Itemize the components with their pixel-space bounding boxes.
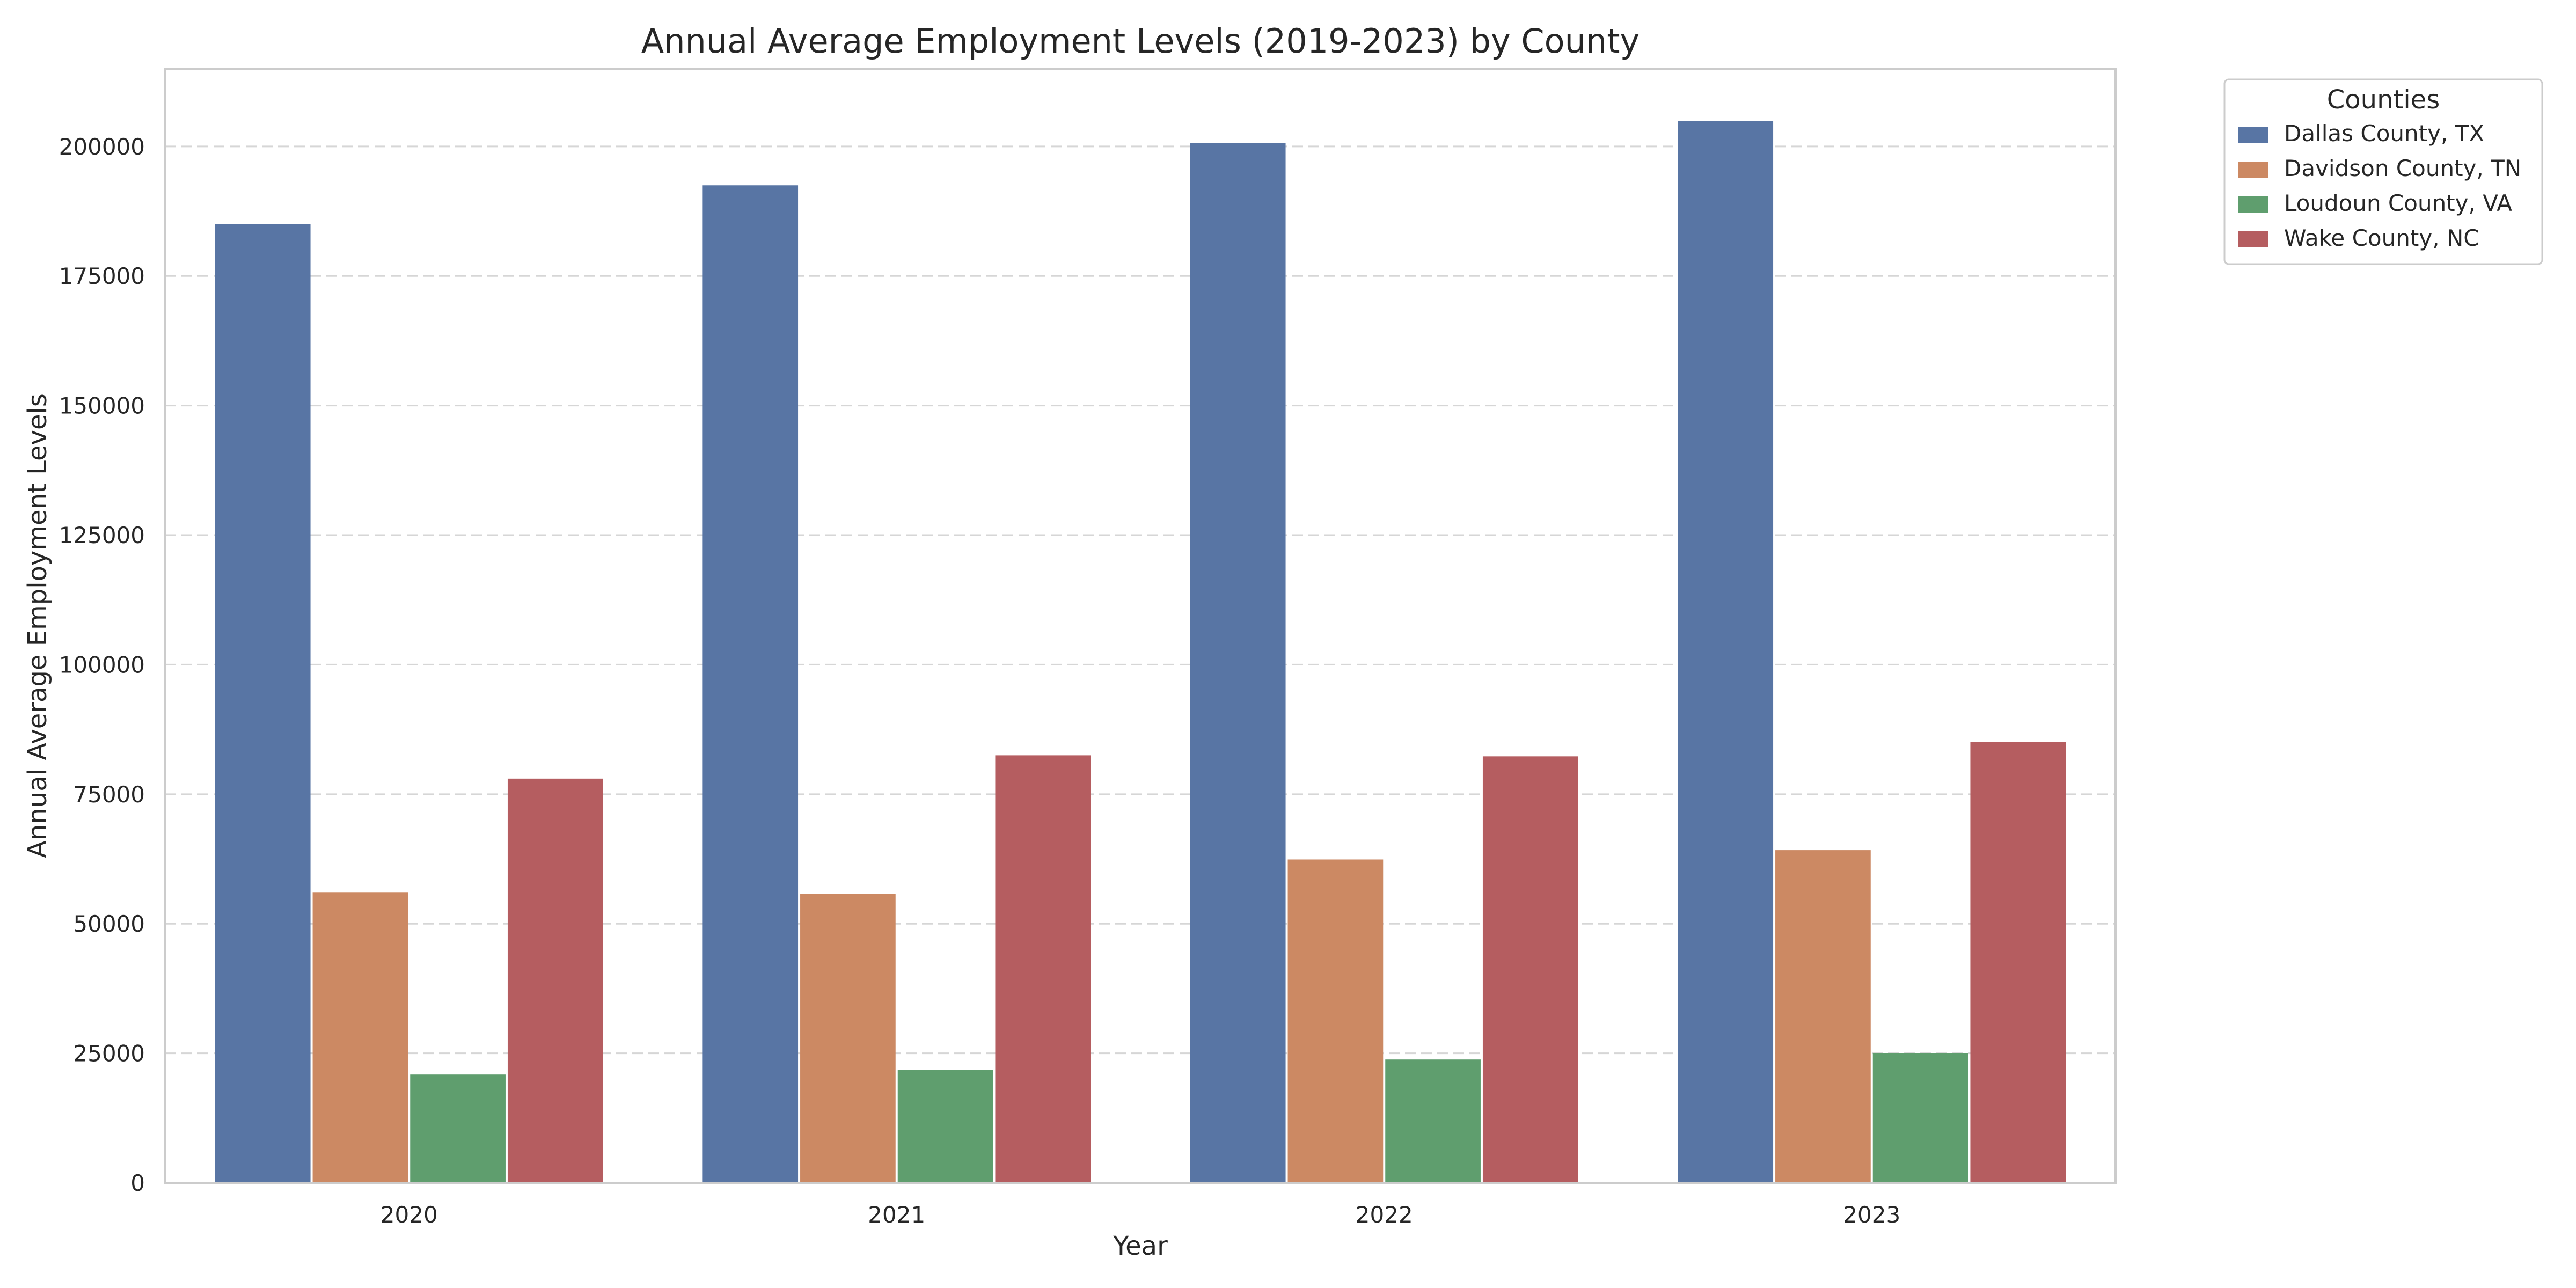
x-axis-ticks: 2020 2021 2022 2023 bbox=[380, 1202, 1900, 1228]
bar bbox=[800, 894, 896, 1183]
plot-frame bbox=[164, 68, 2117, 1184]
x-tick-label: 2020 bbox=[380, 1202, 438, 1228]
bar bbox=[215, 224, 311, 1183]
bar bbox=[1970, 742, 2066, 1183]
y-tick-label: 50000 bbox=[73, 911, 145, 937]
gridlines bbox=[165, 145, 2116, 1055]
bars bbox=[215, 121, 2066, 1183]
y-tick-label: 75000 bbox=[73, 781, 145, 808]
legend-items: Dallas County, TX Davidson County, TN Loud… bbox=[2238, 120, 2521, 251]
x-tick-label: 2021 bbox=[868, 1202, 925, 1228]
legend-label: Wake County, NC bbox=[2284, 225, 2479, 251]
bar bbox=[410, 1074, 506, 1183]
bar bbox=[1678, 121, 1774, 1183]
y-tick-label: 200000 bbox=[59, 134, 145, 160]
x-tick-label: 2022 bbox=[1356, 1202, 1413, 1228]
bar bbox=[1190, 143, 1286, 1183]
chart-title: Annual Average Employment Levels (2019-2… bbox=[641, 21, 1640, 61]
legend: Counties Dallas County, TX Davidson Count… bbox=[2223, 78, 2543, 265]
legend-label: Davidson County, TN bbox=[2284, 155, 2521, 181]
y-tick-label: 100000 bbox=[59, 652, 145, 678]
y-tick-label: 25000 bbox=[73, 1041, 145, 1067]
legend-frame bbox=[2223, 78, 2543, 265]
legend-swatch bbox=[2238, 162, 2268, 178]
bar bbox=[1872, 1053, 1968, 1183]
bar bbox=[995, 755, 1091, 1183]
bar bbox=[702, 185, 799, 1183]
legend-title: Counties bbox=[2327, 85, 2440, 115]
bar bbox=[1775, 850, 1871, 1183]
y-tick-label: 125000 bbox=[59, 522, 145, 548]
x-axis-label: Year bbox=[1113, 1231, 1168, 1261]
legend-label: Loudoun County, VA bbox=[2284, 190, 2512, 216]
y-tick-label: 0 bbox=[130, 1170, 145, 1196]
legend-label: Dallas County, TX bbox=[2284, 120, 2484, 147]
bar bbox=[507, 778, 603, 1183]
y-axis-ticks: 0 25000 50000 75000 100000 125000 150000 175000… bbox=[59, 134, 145, 1196]
bar bbox=[312, 892, 408, 1183]
legend-swatch bbox=[2238, 127, 2268, 143]
x-tick-label: 2023 bbox=[1843, 1202, 1900, 1228]
legend-swatch bbox=[2238, 231, 2268, 247]
y-tick-label: 175000 bbox=[59, 263, 145, 289]
y-axis-label: Annual Average Employment Levels bbox=[23, 393, 53, 858]
bar bbox=[1482, 756, 1578, 1183]
legend-swatch bbox=[2238, 196, 2268, 213]
bar bbox=[1385, 1059, 1481, 1183]
bar bbox=[897, 1070, 993, 1183]
y-tick-label: 150000 bbox=[59, 393, 145, 419]
bar bbox=[1287, 859, 1384, 1183]
